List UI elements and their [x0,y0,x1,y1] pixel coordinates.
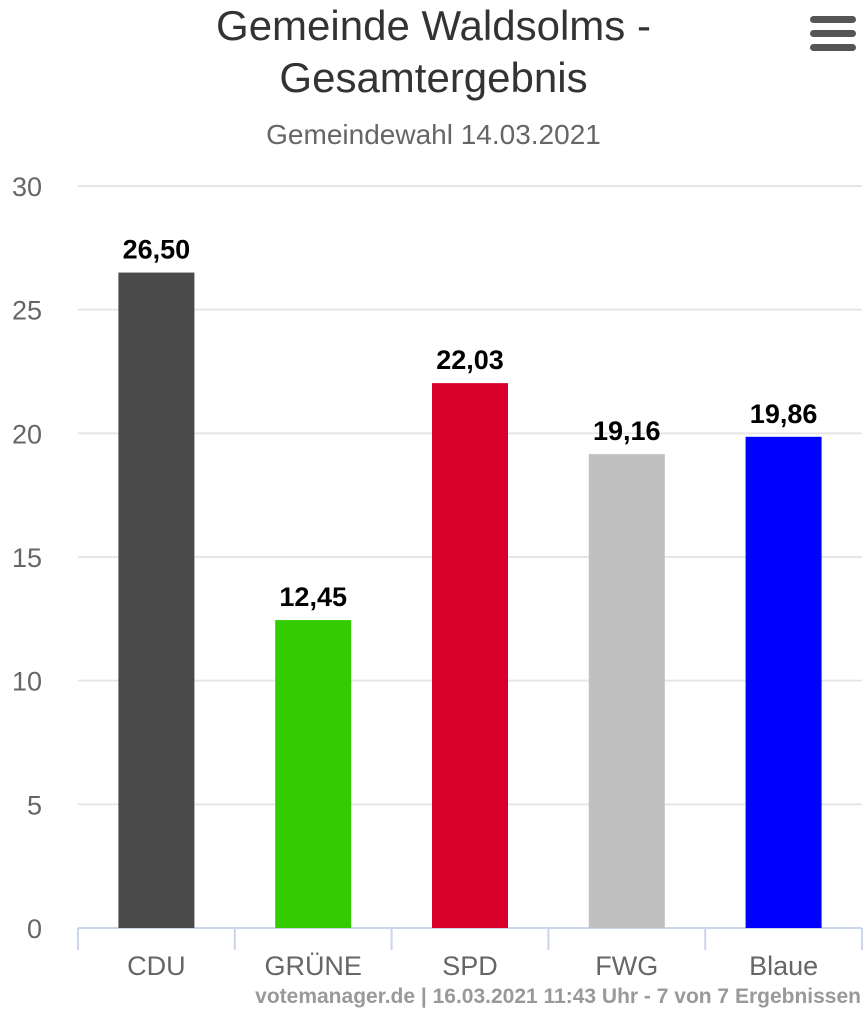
bar-fwg [588,454,665,928]
x-tick-label: CDU [127,951,186,981]
bar-spd [432,383,508,929]
bar-grüne [275,620,352,928]
data-label: 19,86 [750,399,818,429]
menu-button[interactable] [806,12,860,56]
data-label: 22,03 [436,345,504,375]
bar-cdu [118,272,195,929]
bar-blaue [745,436,822,928]
y-tick-label: 5 [27,790,42,820]
data-label: 12,45 [279,582,347,612]
y-tick-label: 25 [12,296,42,326]
chart-subtitle: Gemeindewahl 14.03.2021 [266,119,601,150]
x-tick-label: Blaue [749,951,818,981]
y-tick-label: 20 [12,419,42,449]
credits-text[interactable]: votemanager.de | 16.03.2021 11:43 Uhr - … [255,985,861,1008]
y-tick-label: 15 [12,543,42,573]
y-tick-label: 30 [12,172,42,202]
x-tick-label: GRÜNE [264,951,362,981]
chart-title: Gemeinde Waldsolms - Gesamtergebnis [216,2,651,101]
data-label: 19,16 [593,416,661,446]
y-tick-label: 0 [27,914,42,944]
y-tick-label: 10 [12,667,42,697]
x-tick-label: SPD [442,951,498,981]
x-tick-label: FWG [595,951,658,981]
data-label: 26,50 [123,235,191,265]
